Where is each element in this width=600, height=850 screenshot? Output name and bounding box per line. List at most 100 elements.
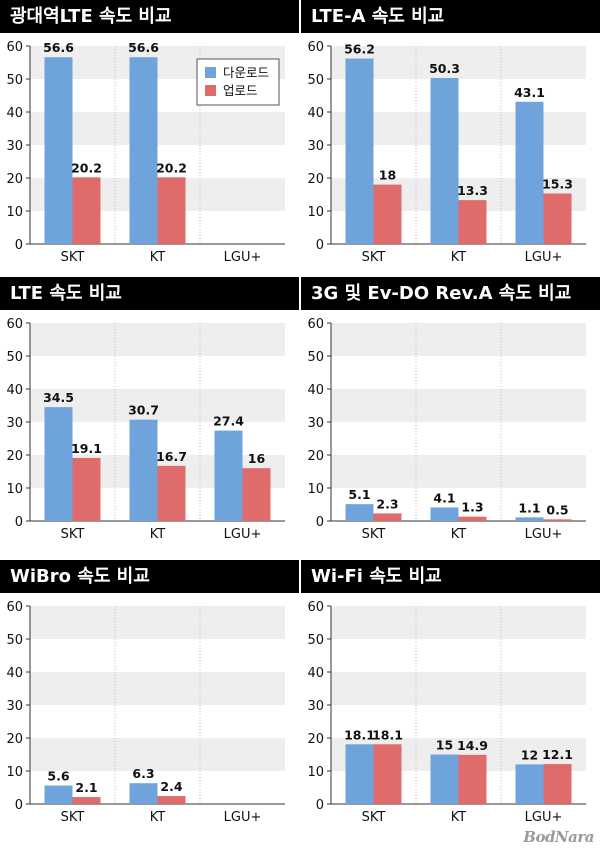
chart-title: WiBro 속도 비교 <box>0 560 299 593</box>
data-label: 1.3 <box>461 500 483 515</box>
bar-upload <box>72 797 101 804</box>
x-tick-label: LGU+ <box>224 810 262 825</box>
y-tick-label: 20 <box>307 449 324 464</box>
data-label: 2.4 <box>160 779 182 794</box>
bar-download <box>345 744 374 804</box>
chart-panel: 3G 및 Ev-DO Rev.A 속도 비교 0 10 20 30 40 50 60 5.1 2.… <box>301 277 600 555</box>
bar-upload <box>458 200 487 244</box>
y-tick-label: 30 <box>6 699 23 714</box>
bar-upload <box>242 468 271 521</box>
y-tick-label: 0 <box>15 798 23 813</box>
y-tick-label: 60 <box>6 317 23 332</box>
bar-download <box>345 504 374 521</box>
x-tick-label: LGU+ <box>525 810 563 825</box>
chart-title: Wi-Fi 속도 비교 <box>301 560 600 593</box>
x-tick-label: KT <box>150 810 166 825</box>
bar-upload <box>72 457 101 521</box>
legend-label: 업로드 <box>223 83 258 98</box>
grid-band <box>331 672 586 705</box>
y-tick-label: 0 <box>15 515 23 530</box>
chart-plot: 0 10 20 30 40 50 60 56.6 20.2 SKT 56.6 20.2 KT LGU+ 다운… <box>6 40 285 265</box>
y-tick-label: 60 <box>307 317 324 332</box>
x-tick-label: SKT <box>362 527 386 542</box>
data-label: 18 <box>379 168 396 183</box>
y-tick-label: 50 <box>307 73 324 88</box>
chart-plot: 0 10 20 30 40 50 60 5.1 2.3 SKT 4.1 1.3 KT 1.1 0.5 LGU+ <box>307 317 586 542</box>
data-label: 5.1 <box>348 487 370 502</box>
y-tick-label: 50 <box>6 350 23 365</box>
data-label: 2.3 <box>376 496 398 511</box>
data-label: 43.1 <box>514 85 545 100</box>
data-label: 4.1 <box>433 490 455 505</box>
legend-box <box>196 58 280 106</box>
data-label: 1.1 <box>518 500 540 515</box>
data-label: 12 <box>521 747 538 762</box>
bar-download <box>430 754 459 804</box>
y-tick-label: 0 <box>15 238 23 253</box>
data-label: 56.2 <box>344 42 375 57</box>
x-tick-label: KT <box>451 250 467 265</box>
bar-upload <box>373 744 402 804</box>
grid-band <box>30 323 285 356</box>
chart-plot: 0 10 20 30 40 50 60 56.2 18 SKT 50.3 13.3 KT 43.1 15.3… <box>307 40 586 265</box>
chart-panel: Wi-Fi 속도 비교 0 10 20 30 40 50 60 18.1 18.1 SKT 15 14.… <box>301 560 600 838</box>
x-tick-label: SKT <box>61 250 85 265</box>
bar-download <box>129 57 158 244</box>
bar-upload <box>543 764 572 804</box>
bar-download <box>44 407 73 521</box>
data-label: 18.1 <box>344 727 375 742</box>
chart-panel: LTE-A 속도 비교 0 10 20 30 40 50 60 56.2 18 SKT 50.3 13.… <box>301 0 600 278</box>
bar-upload <box>157 465 186 521</box>
bar-upload <box>543 519 572 521</box>
y-tick-label: 60 <box>6 600 23 615</box>
data-label: 20.2 <box>71 160 102 175</box>
y-tick-label: 40 <box>307 383 324 398</box>
y-tick-label: 30 <box>307 416 324 431</box>
grid-band <box>30 672 285 705</box>
x-tick-label: SKT <box>362 250 386 265</box>
bar-upload <box>543 193 572 244</box>
data-label: 16 <box>248 451 266 466</box>
watermark-logo: BodNara <box>523 828 594 846</box>
data-label: 30.7 <box>128 403 159 418</box>
x-tick-label: SKT <box>61 527 85 542</box>
y-tick-label: 10 <box>6 482 23 497</box>
data-label: 2.1 <box>75 780 97 795</box>
y-tick-label: 0 <box>316 798 324 813</box>
chart-plot: 0 10 20 30 40 50 60 18.118.1 SKT 15 14.9 KT 12 12.1 LG… <box>307 600 586 825</box>
data-label: 14.9 <box>457 738 488 753</box>
grid-band <box>331 323 586 356</box>
y-tick-label: 20 <box>307 732 324 747</box>
x-tick-label: KT <box>451 810 467 825</box>
bar-download <box>515 764 544 804</box>
chart-plot: 0 10 20 30 40 50 60 34.5 19.1 SKT 30.7 16.7 KT 27.4 16… <box>6 317 285 542</box>
data-label: 18.1 <box>372 727 403 742</box>
data-label: 5.6 <box>47 769 69 784</box>
y-tick-label: 0 <box>316 238 324 253</box>
y-tick-label: 50 <box>307 633 324 648</box>
bar-download <box>214 430 243 521</box>
chart-panel: 광대역LTE 속도 비교 0 10 20 30 40 50 60 56.6 20.2 SKT 56.6… <box>0 0 299 278</box>
x-tick-label: LGU+ <box>525 250 563 265</box>
y-tick-label: 10 <box>6 765 23 780</box>
x-tick-label: LGU+ <box>224 250 262 265</box>
bar-download <box>129 419 158 521</box>
legend-label: 다운로드 <box>223 65 269 80</box>
bar-upload <box>157 177 186 244</box>
y-tick-label: 50 <box>6 633 23 648</box>
legend-swatch <box>205 67 216 78</box>
y-tick-label: 30 <box>6 139 23 154</box>
data-label: 56.6 <box>43 40 74 55</box>
data-label: 15.3 <box>542 177 573 192</box>
bar-upload <box>157 796 186 804</box>
bar-upload <box>373 184 402 244</box>
x-tick-label: SKT <box>61 810 85 825</box>
y-tick-label: 20 <box>6 172 23 187</box>
bar-download <box>44 57 73 244</box>
bar-download <box>44 785 73 804</box>
bar-download <box>515 517 544 521</box>
chart-title: 3G 및 Ev-DO Rev.A 속도 비교 <box>301 277 600 310</box>
legend-swatch <box>205 85 216 96</box>
chart-panel: LTE 속도 비교 0 10 20 30 40 50 60 34.5 19.1 SKT 30.7 16.… <box>0 277 299 555</box>
y-tick-label: 10 <box>307 765 324 780</box>
